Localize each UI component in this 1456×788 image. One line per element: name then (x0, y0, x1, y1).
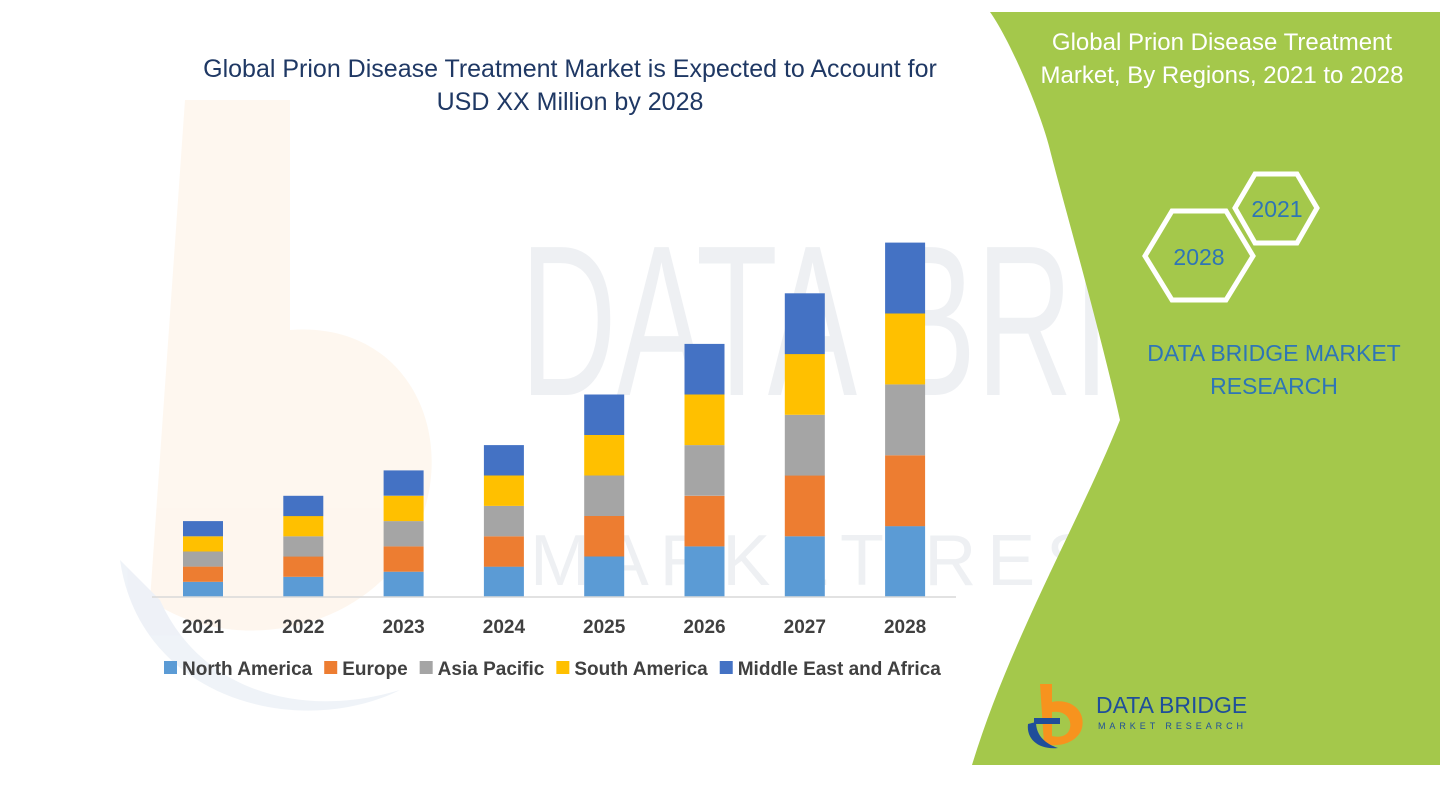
legend-swatch-north-america (164, 661, 177, 674)
bar-segment-2022-middle-east-and-africa (283, 495, 324, 517)
hexagon-front-year: 2028 (1173, 244, 1224, 270)
legend: North America Europe Asia Pacific South Ame… (164, 659, 941, 680)
chart-title-line-1: Global Prion Disease Treatment Market is… (203, 55, 937, 83)
hexagon-back-outline (1232, 171, 1320, 246)
x-tick-label-2022: 2022 (282, 617, 324, 638)
logo-tagline: MARKET RESEARCH (1098, 721, 1243, 731)
legend-label-asia-pacific: Asia Pacific (438, 659, 545, 680)
bar-segment-2026-asia-pacific (684, 445, 725, 496)
bar-segment-2025-asia-pacific (584, 475, 625, 516)
chart-title-line-2: USD XX Million by 2028 (437, 88, 704, 116)
bar-segment-2026-north-america (684, 546, 725, 597)
bar-segment-2026-europe (684, 495, 725, 547)
chart-plot-area (183, 242, 926, 598)
legend-swatch-middle-east-and-africa (719, 661, 733, 674)
bar-segment-2022-asia-pacific (283, 536, 324, 557)
x-tick-label-2028: 2028 (884, 617, 926, 638)
bar-segment-2028-north-america (885, 526, 926, 597)
side-panel-heading-line-1: Global Prion Disease Treatment (1052, 29, 1392, 56)
watermark-logo-mark (120, 100, 432, 711)
bar-segment-2021-south-america (183, 536, 223, 552)
bar-segment-2027-middle-east-and-africa (784, 293, 825, 355)
side-panel-background (972, 12, 1440, 765)
bar-segment-2023-asia-pacific (383, 521, 424, 547)
logo-name: DATA BRIDGE (1096, 692, 1247, 718)
legend-label-north-america: North America (182, 659, 313, 680)
bar-segment-2025-europe (584, 516, 625, 557)
bar-segment-2028-middle-east-and-africa (885, 242, 926, 314)
x-tick-label-2024: 2024 (483, 617, 526, 638)
hexagon-year-front: 2028 (1142, 208, 1256, 303)
bar-segment-2026-middle-east-and-africa (684, 343, 725, 395)
bar-segment-2027-south-america (784, 354, 825, 415)
bar-segment-2027-north-america (784, 536, 825, 598)
side-panel-brand-line-1: DATA BRIDGE MARKET (1147, 340, 1400, 366)
bar-segment-2028-europe (885, 455, 926, 527)
bar-segment-2025-middle-east-and-africa (584, 394, 625, 435)
legend-swatch-asia-pacific (419, 661, 433, 674)
bar-segment-2026-south-america (684, 394, 725, 446)
hexagon-year-back: 2021 (1232, 171, 1320, 246)
bar-segment-2025-north-america (584, 556, 625, 597)
bar-segment-2024-middle-east-and-africa (483, 445, 524, 476)
bar-segment-2028-south-america (885, 313, 926, 385)
legend-label-europe: Europe (342, 659, 407, 680)
bar-segment-2027-europe (784, 475, 825, 537)
bar-segment-2025-south-america (584, 435, 625, 476)
hexagon-back-year: 2021 (1251, 196, 1302, 222)
x-tick-label-2027: 2027 (784, 617, 826, 638)
bar-segment-2023-south-america (383, 495, 424, 522)
x-tick-label-2026: 2026 (683, 617, 725, 638)
bar-segment-2024-europe (483, 536, 524, 567)
bar-segment-2023-middle-east-and-africa (383, 470, 424, 496)
bar-segment-2021-europe (183, 566, 223, 582)
x-tick-label-2025: 2025 (583, 617, 626, 638)
legend-label-south-america: South America (574, 659, 708, 680)
bar-segment-2021-north-america (183, 581, 223, 597)
data-bridge-logo: DATA BRIDGE MARKET RESEARCH (1027, 684, 1247, 749)
bar-segment-2027-asia-pacific (784, 414, 825, 476)
legend-swatch-europe (324, 661, 338, 674)
x-tick-label-2023: 2023 (382, 617, 424, 638)
bar-segment-2023-europe (383, 546, 424, 572)
x-axis-ticks: 2021 2022 2023 2024 2025 2026 2027 2028 (182, 617, 926, 638)
bar-segment-2022-europe (283, 556, 324, 577)
legend-swatch-south-america (556, 661, 570, 674)
bar-segment-2022-south-america (283, 516, 324, 537)
side-panel-heading-line-2: Market, By Regions, 2021 to 2028 (1041, 62, 1404, 89)
legend-label-middle-east-and-africa: Middle East and Africa (738, 659, 941, 680)
bar-segment-2024-north-america (483, 566, 524, 597)
bar-segment-2021-asia-pacific (183, 551, 223, 567)
logo-mark-icon (1027, 684, 1083, 749)
side-panel-brand-line-2: RESEARCH (1210, 373, 1338, 399)
hexagon-front-outline (1142, 208, 1256, 303)
bar-segment-2024-south-america (483, 475, 524, 506)
bar-segment-2024-asia-pacific (483, 505, 524, 537)
x-tick-label-2021: 2021 (182, 617, 225, 638)
bar-segment-2028-asia-pacific (885, 384, 926, 456)
bar-segment-2022-north-america (283, 576, 324, 598)
bar-segment-2021-middle-east-and-africa (183, 521, 223, 537)
bar-segment-2023-north-america (383, 571, 424, 597)
